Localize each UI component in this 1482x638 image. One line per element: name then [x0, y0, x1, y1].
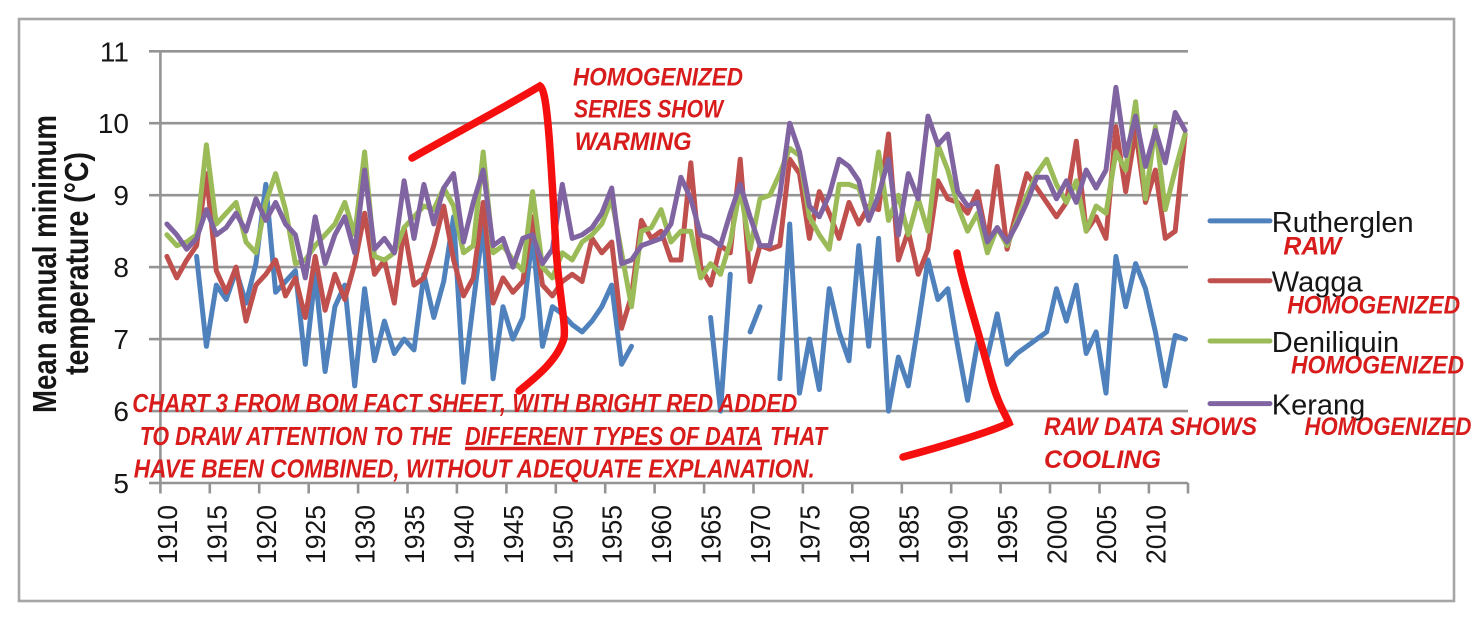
svg-text:HAVE BEEN COMBINED, WITHOUT AD: HAVE BEEN COMBINED, WITHOUT ADEQUATE EXP… [134, 454, 815, 484]
svg-text:1945: 1945 [498, 505, 529, 564]
svg-text:Rutherglen: Rutherglen [1272, 207, 1414, 239]
svg-text:RAW: RAW [1283, 233, 1343, 261]
svg-text:2005: 2005 [1091, 505, 1122, 564]
svg-text:1985: 1985 [893, 505, 924, 564]
svg-text:temperature (°C): temperature (°C) [58, 152, 95, 375]
svg-text:1935: 1935 [399, 505, 430, 564]
svg-text:1960: 1960 [646, 505, 677, 564]
svg-text:1990: 1990 [943, 505, 974, 564]
svg-text:1975: 1975 [794, 505, 825, 564]
svg-text:WARMING: WARMING [575, 128, 692, 156]
svg-text:HOMOGENIZED: HOMOGENIZED [1291, 352, 1464, 380]
svg-text:HOMOGENIZED: HOMOGENIZED [1287, 291, 1460, 319]
svg-text:Kerang: Kerang [1272, 390, 1366, 422]
svg-text:9: 9 [113, 180, 129, 211]
svg-text:2010: 2010 [1140, 505, 1171, 564]
svg-text:6: 6 [113, 396, 129, 427]
svg-text:2000: 2000 [1042, 505, 1073, 564]
svg-text:1915: 1915 [201, 505, 232, 564]
svg-text:RAW DATA SHOWS: RAW DATA SHOWS [1044, 413, 1257, 441]
svg-text:THAT: THAT [770, 421, 829, 451]
svg-text:7: 7 [113, 324, 129, 355]
svg-text:1930: 1930 [350, 505, 381, 564]
svg-text:1955: 1955 [597, 505, 628, 564]
svg-text:1910: 1910 [152, 505, 183, 564]
svg-text:1950: 1950 [547, 505, 578, 564]
svg-text:1925: 1925 [300, 505, 331, 564]
svg-text:1940: 1940 [449, 505, 480, 564]
svg-text:Wagga: Wagga [1272, 267, 1364, 299]
svg-text:DIFFERENT TYPES OF DATA: DIFFERENT TYPES OF DATA [465, 421, 762, 451]
svg-text:1920: 1920 [251, 505, 282, 564]
svg-text:HOMOGENIZED: HOMOGENIZED [1305, 413, 1472, 441]
svg-text:COOLING: COOLING [1044, 446, 1161, 474]
svg-text:1970: 1970 [745, 505, 776, 564]
svg-text:CHART 3 FROM BOM FACT SHEET, W: CHART 3 FROM BOM FACT SHEET, WITH BRIGHT… [132, 388, 797, 418]
svg-text:11: 11 [100, 36, 129, 67]
svg-text:Mean annual minimum: Mean annual minimum [26, 115, 63, 413]
svg-text:HOMOGENIZED: HOMOGENIZED [573, 64, 743, 92]
svg-text:1965: 1965 [696, 505, 727, 564]
svg-text:1995: 1995 [992, 505, 1023, 564]
svg-text:Deniliquin: Deniliquin [1272, 327, 1399, 359]
svg-text:SERIES SHOW: SERIES SHOW [574, 96, 725, 124]
svg-text:10: 10 [98, 108, 129, 139]
svg-text:8: 8 [113, 252, 129, 283]
svg-text:5: 5 [113, 468, 129, 499]
svg-text:1980: 1980 [844, 505, 875, 564]
svg-text:TO DRAW ATTENTION TO THE: TO DRAW ATTENTION TO THE [140, 421, 453, 451]
